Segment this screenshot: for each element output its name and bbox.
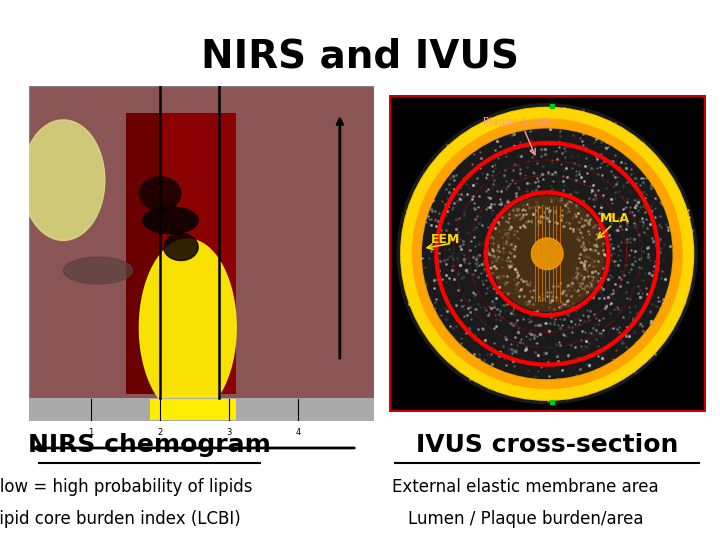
Text: 4: 4 — [296, 428, 301, 437]
Text: 1: 1 — [89, 428, 94, 437]
Polygon shape — [143, 207, 198, 234]
Polygon shape — [163, 234, 198, 260]
Text: 3: 3 — [227, 428, 232, 437]
Text: IVUS cross-section: IVUS cross-section — [416, 433, 678, 457]
Circle shape — [489, 195, 606, 312]
Text: NIRS chemogram: NIRS chemogram — [28, 433, 271, 457]
Polygon shape — [63, 257, 132, 284]
Text: EEM: EEM — [431, 233, 460, 246]
Bar — [29, 398, 374, 421]
Text: Plaque burden: Plaque burden — [483, 117, 559, 127]
Bar — [150, 400, 236, 420]
Text: MLA: MLA — [600, 212, 630, 225]
Polygon shape — [140, 239, 236, 416]
Circle shape — [397, 104, 697, 404]
Polygon shape — [140, 177, 181, 210]
Bar — [160, 113, 236, 394]
Text: NIRS and IVUS: NIRS and IVUS — [201, 38, 519, 76]
Circle shape — [531, 238, 563, 269]
Bar — [125, 113, 188, 394]
Text: External elastic membrane area: External elastic membrane area — [392, 478, 659, 496]
Text: Lipid core burden index (LCBI): Lipid core burden index (LCBI) — [0, 510, 240, 528]
Polygon shape — [22, 120, 105, 240]
Text: 2: 2 — [158, 428, 163, 437]
Text: Lumen / Plaque burden/area: Lumen / Plaque burden/area — [408, 510, 644, 528]
Text: Yellow = high probability of lipids: Yellow = high probability of lipids — [0, 478, 253, 496]
